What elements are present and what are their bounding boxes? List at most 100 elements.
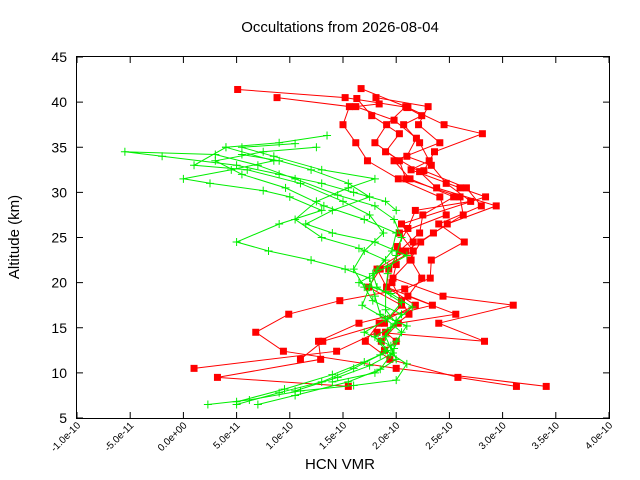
plot-frame — [76, 56, 610, 419]
data-point-square — [440, 121, 448, 129]
data-point-square — [442, 179, 450, 187]
data-point-square — [460, 238, 468, 246]
series-profile-9 — [190, 131, 406, 409]
x-tick-label: 2.0e-10 — [371, 420, 403, 452]
data-point-plus — [206, 179, 214, 188]
data-point-square — [509, 301, 517, 309]
data-point-plus — [296, 179, 305, 188]
data-point-square — [454, 373, 462, 381]
data-point-square — [317, 355, 325, 363]
data-point-plus — [344, 377, 353, 386]
data-point-square — [416, 229, 424, 237]
data-point-plus — [381, 197, 390, 206]
data-point-square — [234, 85, 242, 93]
data-point-plus — [402, 359, 411, 368]
data-point-square — [373, 328, 381, 336]
data-point-plus — [392, 376, 401, 385]
data-point-square — [341, 94, 349, 102]
data-point-square — [416, 139, 424, 147]
data-point-plus — [232, 400, 241, 409]
data-point-square — [406, 175, 414, 183]
data-point-square — [452, 310, 460, 318]
data-point-square — [382, 328, 390, 336]
y-tick-label: 20 — [51, 275, 67, 291]
data-point-plus — [368, 269, 377, 278]
series-line — [241, 154, 414, 392]
data-point-plus — [392, 206, 401, 215]
data-point-square — [213, 373, 221, 381]
data-point-square — [380, 319, 388, 327]
x-tick-label: 0.0e+00 — [156, 420, 190, 454]
data-point-square — [403, 104, 411, 112]
data-point-square — [375, 100, 383, 108]
series-line — [124, 151, 408, 405]
data-point-square — [386, 355, 394, 363]
data-point-square — [382, 148, 390, 156]
data-point-plus — [179, 174, 188, 183]
data-point-square — [427, 256, 435, 264]
x-tick-label: 1.5e-10 — [317, 420, 349, 452]
data-point-square — [390, 116, 398, 124]
x-tick-label: 1.0e-10 — [264, 420, 296, 452]
y-axis: 5 10 15 20 25 30 35 40 45 — [51, 49, 609, 426]
y-tick-label: 5 — [59, 410, 67, 426]
data-point-plus — [275, 219, 284, 228]
data-point-square — [459, 211, 467, 219]
data-point-plus — [381, 332, 390, 341]
data-point-square — [462, 184, 470, 192]
data-point-plus — [370, 201, 379, 210]
data-point-plus — [312, 143, 321, 152]
data-point-square — [395, 157, 403, 165]
x-tick-label: 5.0e-11 — [211, 420, 243, 452]
data-point-plus — [317, 233, 326, 242]
data-point-square — [435, 220, 443, 228]
y-tick-label: 10 — [51, 365, 67, 381]
data-point-square — [319, 337, 327, 345]
x-axis: -1.0e-10 -5.0e-11 0.0e+00 5.0e-11 1.0e-10 1.5… — [49, 57, 615, 454]
x-tick-label: 3.5e-10 — [530, 420, 562, 452]
data-point-plus — [120, 147, 129, 156]
data-point-plus — [365, 361, 374, 370]
data-point-square — [424, 103, 432, 111]
data-point-plus — [203, 400, 212, 409]
data-point-square — [404, 224, 412, 232]
data-point-plus — [360, 328, 369, 337]
data-point-plus — [349, 188, 358, 197]
data-point-plus — [358, 301, 367, 310]
y-axis-label: Altitude (km) — [6, 195, 23, 279]
data-point-square — [339, 121, 347, 129]
data-point-plus — [221, 143, 230, 152]
data-point-square — [482, 193, 490, 201]
data-point-square — [392, 364, 400, 372]
data-point-square — [371, 139, 379, 147]
data-point-plus — [386, 341, 395, 350]
data-point-square — [425, 157, 433, 165]
data-point-square — [407, 256, 415, 264]
x-tick-label: -5.0e-11 — [103, 420, 137, 454]
data-point-square — [467, 197, 475, 205]
data-point-plus — [243, 165, 252, 174]
data-point-plus — [232, 161, 241, 170]
data-point-plus — [237, 170, 246, 179]
data-point-square — [361, 337, 369, 345]
series-line — [380, 107, 488, 342]
data-point-plus — [328, 206, 337, 215]
data-point-plus — [392, 228, 401, 237]
data-point-plus — [379, 228, 388, 237]
data-point-square — [492, 202, 500, 210]
data-point-plus — [370, 238, 379, 247]
data-point-plus — [360, 215, 369, 224]
data-point-square — [401, 285, 409, 293]
data-point-plus — [370, 368, 379, 377]
data-point-square — [405, 310, 413, 318]
data-point-square — [352, 139, 360, 147]
series-line — [276, 97, 447, 360]
data-point-plus — [392, 251, 401, 260]
data-point-square — [512, 382, 520, 390]
x-axis-label: HCN VMR — [305, 456, 375, 473]
series-profile-1 — [234, 85, 550, 390]
data-point-plus — [392, 355, 401, 364]
data-point-square — [411, 301, 419, 309]
data-point-square — [435, 319, 443, 327]
